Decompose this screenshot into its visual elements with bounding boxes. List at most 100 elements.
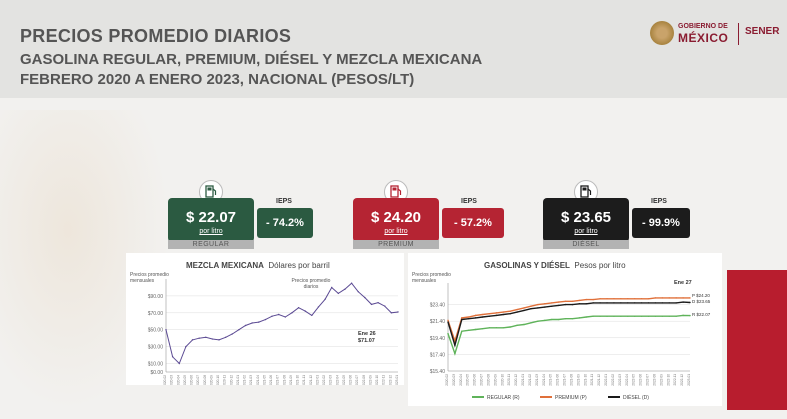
data-point	[689, 297, 691, 299]
data-point	[647, 298, 650, 300]
data-point	[557, 304, 560, 307]
data-point	[585, 316, 587, 318]
x-tick-label: 2022-02	[322, 375, 326, 385]
premium-label: PREMIUM	[353, 240, 439, 249]
x-tick-label: 2021-07	[563, 374, 567, 386]
x-tick-label: 2020-03	[452, 374, 456, 386]
x-tick-label: 2020-05	[183, 375, 187, 385]
data-point	[530, 308, 532, 310]
y-tick-label: $0.00	[150, 370, 163, 376]
data-point	[264, 318, 267, 321]
annotation-value: $71.07	[358, 338, 375, 344]
data-point	[488, 313, 491, 315]
data-point	[682, 301, 684, 303]
data-point	[205, 336, 207, 339]
x-tick-label: 2020-10	[216, 375, 220, 385]
data-point	[633, 302, 636, 304]
data-point	[211, 338, 214, 340]
y-tick-label: $50.00	[148, 328, 164, 334]
data-point	[654, 297, 657, 299]
y-tick-label: $21.40	[430, 319, 446, 325]
x-tick-label: 2022-08	[652, 374, 656, 386]
x-tick-label: 2021-09	[576, 374, 580, 386]
data-point	[454, 352, 456, 355]
data-point	[668, 315, 670, 317]
x-tick-label: 2022-06	[349, 375, 353, 385]
x-tick-label: 2020-02	[163, 375, 167, 385]
data-point	[551, 302, 553, 304]
data-point	[502, 313, 505, 316]
x-tick-label: 2021-01	[521, 374, 525, 386]
data-point	[551, 318, 553, 321]
x-tick-label: 2021-10	[583, 374, 587, 386]
data-point	[171, 356, 174, 358]
x-tick-label: 2021-01	[236, 375, 240, 385]
x-tick-label: 2020-06	[473, 374, 477, 386]
data-point	[544, 303, 546, 305]
data-point	[537, 303, 539, 306]
data-point	[613, 315, 615, 317]
logo-divider	[738, 23, 739, 45]
gob-line2: MÉXICO	[678, 31, 729, 45]
x-tick-label: 2022-04	[335, 375, 339, 385]
x-tick-label: 2020-05	[466, 374, 470, 386]
data-point	[468, 329, 470, 332]
header-band: PRECIOS PROMEDIO DIARIOS GASOLINA REGULA…	[0, 0, 787, 98]
data-point	[599, 302, 601, 304]
data-point	[357, 290, 359, 293]
annotation-label: P $24.20	[692, 293, 710, 298]
data-point	[516, 324, 518, 327]
data-point	[544, 306, 546, 308]
data-point	[481, 316, 484, 318]
data-point	[599, 315, 601, 317]
data-point	[231, 333, 233, 335]
data-point	[633, 315, 636, 317]
data-point	[488, 327, 491, 329]
x-tick-label: 2022-11	[673, 374, 677, 386]
regular-unit: por litro	[199, 228, 223, 235]
y-tick-label: $90.00	[148, 294, 164, 300]
data-point	[689, 314, 691, 317]
x-tick-label: 2022-10	[375, 375, 379, 385]
data-point	[571, 317, 574, 320]
data-point	[647, 302, 650, 304]
data-point	[627, 315, 629, 317]
x-tick-label: 2021-12	[597, 374, 601, 386]
data-point	[461, 318, 463, 321]
mezcla-chart: Precios promediomensuales$0.00$10.00$30.…	[130, 272, 399, 385]
data-point	[675, 302, 677, 304]
legend-label: REGULAR (R)	[487, 395, 520, 401]
data-point	[571, 300, 574, 302]
data-point	[627, 298, 629, 300]
legend-label: PREMIUM (P)	[555, 395, 587, 401]
x-tick-label: 2020-09	[493, 374, 497, 386]
series-line-2	[447, 301, 691, 348]
data-point	[544, 319, 546, 322]
x-tick-label: 2021-04	[542, 374, 546, 386]
data-point	[523, 309, 525, 312]
data-point	[578, 299, 581, 302]
data-point	[384, 305, 386, 307]
data-point	[675, 297, 677, 299]
mezcla-chart-panel: MEZCLA MEXICANA Dólares por barril Preci…	[126, 253, 404, 385]
diesel-unit: por litro	[574, 228, 598, 235]
x-tick-label: 2020-04	[176, 375, 180, 385]
x-tick-label: 2021-11	[590, 374, 594, 386]
x-tick-label: 2021-08	[282, 375, 286, 385]
data-point	[377, 301, 379, 304]
data-point	[344, 288, 346, 290]
x-tick-label: 2022-07	[646, 374, 650, 386]
regular-label: REGULAR	[168, 240, 254, 249]
series-line-1	[447, 297, 690, 344]
x-tick-label: 2020-09	[209, 375, 213, 385]
x-tick-label: 2021-11	[302, 375, 306, 385]
data-point	[468, 316, 470, 318]
x-tick-label: 2021-03	[249, 375, 253, 385]
x-tick-label: 2020-07	[196, 375, 200, 385]
x-tick-label: 2022-12	[388, 375, 392, 385]
data-point	[523, 307, 525, 309]
data-point	[277, 313, 280, 316]
data-point	[640, 302, 643, 304]
x-tick-label: 2020-08	[203, 375, 207, 385]
mezcla-chart-title: MEZCLA MEXICANA	[186, 261, 264, 270]
